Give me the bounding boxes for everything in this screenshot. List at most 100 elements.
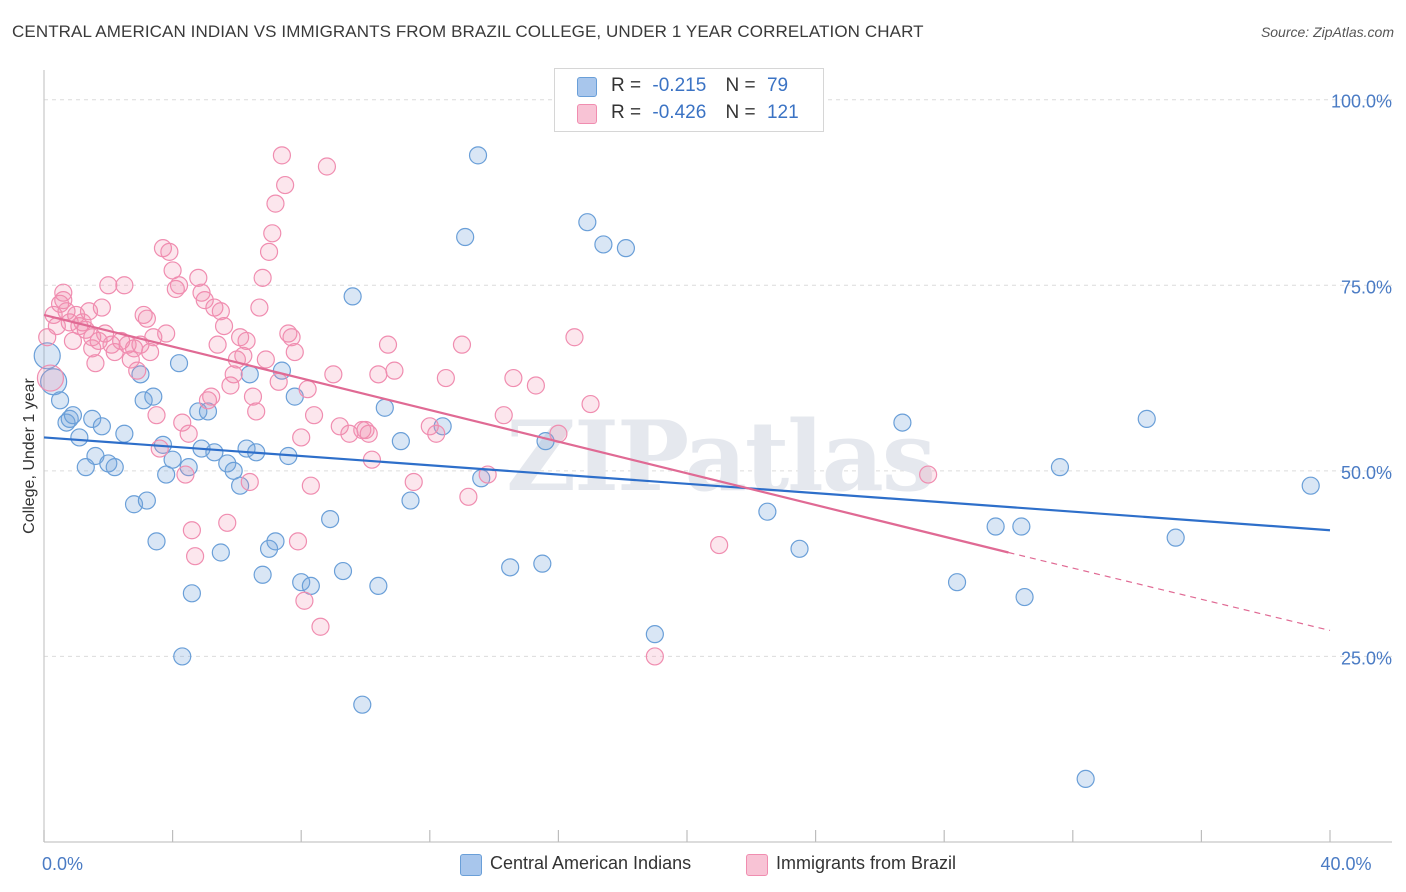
point-central-american-indians — [1166, 528, 1185, 547]
legend-swatch-blue — [460, 854, 482, 876]
point-central-american-indians — [986, 517, 1005, 536]
point-central-american-indians — [144, 387, 163, 406]
point-immigrants-from-brazil — [317, 157, 337, 176]
trend-line-blue — [43, 436, 1331, 532]
point-immigrants-from-brazil — [99, 276, 118, 295]
point-immigrants-from-brazil — [427, 424, 446, 443]
point-immigrants-from-brazil — [186, 547, 205, 566]
point-central-american-indians — [401, 491, 420, 510]
point-immigrants-from-brazil — [147, 406, 166, 425]
point-central-american-indians — [1015, 587, 1034, 607]
series-immigrants-from-brazil — [36, 146, 938, 666]
point-immigrants-from-brazil — [292, 428, 311, 447]
point-immigrants-from-brazil — [295, 591, 314, 610]
point-central-american-indians — [501, 558, 520, 577]
point-central-american-indians — [134, 391, 153, 410]
series-legend: Central American Indians Immigrants from… — [0, 852, 1406, 878]
point-immigrants-from-brazil — [240, 472, 259, 492]
point-immigrants-from-brazil — [237, 331, 256, 351]
trend-line-pink — [43, 313, 1009, 554]
stats-legend: R = -0.215 N = 79 R = -0.426 N = 121 — [554, 68, 824, 132]
trend-lines — [43, 313, 1331, 632]
point-central-american-indians — [253, 565, 272, 584]
point-immigrants-from-brazil — [272, 146, 292, 165]
point-central-american-indians — [169, 354, 189, 373]
r-label: R = — [611, 102, 642, 123]
point-immigrants-from-brazil — [526, 376, 545, 395]
x-ticks: 0.0% 40.0% — [42, 830, 1372, 874]
point-central-american-indians — [893, 413, 912, 432]
r-label: R = — [611, 75, 642, 96]
point-immigrants-from-brazil — [304, 406, 324, 425]
point-immigrants-from-brazil — [128, 361, 147, 380]
point-immigrants-from-brazil — [565, 328, 584, 347]
point-immigrants-from-brazil — [36, 364, 65, 392]
point-immigrants-from-brazil — [137, 309, 156, 328]
point-immigrants-from-brazil — [140, 342, 160, 362]
point-central-american-indians — [137, 491, 156, 510]
point-immigrants-from-brazil — [259, 242, 279, 261]
y-tick-labels: 25.0% 50.0% 75.0% 100.0% — [1331, 92, 1392, 669]
point-central-american-indians — [259, 539, 279, 558]
point-immigrants-from-brazil — [378, 335, 398, 354]
point-immigrants-from-brazil — [504, 368, 523, 388]
point-central-american-indians — [343, 287, 362, 306]
point-immigrants-from-brazil — [173, 413, 192, 432]
point-immigrants-from-brazil — [420, 417, 439, 436]
point-central-american-indians — [182, 584, 201, 603]
point-central-american-indians — [173, 647, 192, 666]
point-central-american-indians — [353, 695, 372, 714]
y-tick-label: 50.0% — [1341, 463, 1392, 483]
legend-swatch-blue — [577, 77, 597, 97]
point-immigrants-from-brazil — [385, 361, 404, 380]
point-immigrants-from-brazil — [919, 465, 938, 484]
gridlines — [44, 99, 1392, 657]
point-immigrants-from-brazil — [224, 365, 243, 384]
point-immigrants-from-brazil — [160, 242, 179, 261]
point-immigrants-from-brazil — [311, 617, 330, 636]
y-tick-label: 25.0% — [1341, 648, 1392, 668]
point-immigrants-from-brazil — [298, 380, 317, 399]
point-immigrants-from-brazil — [253, 268, 272, 287]
y-tick-label: 75.0% — [1341, 277, 1392, 297]
point-central-american-indians — [947, 573, 967, 592]
point-immigrants-from-brazil — [282, 328, 301, 347]
point-central-american-indians — [240, 365, 259, 384]
r-value: -0.215 — [652, 75, 707, 96]
point-immigrants-from-brazil — [189, 268, 208, 287]
point-immigrants-from-brazil — [494, 406, 513, 425]
point-central-american-indians — [50, 391, 70, 410]
point-central-american-indians — [1050, 458, 1070, 477]
point-immigrants-from-brazil — [301, 476, 320, 495]
point-immigrants-from-brazil — [182, 521, 201, 540]
point-immigrants-from-brazil — [157, 324, 176, 343]
point-central-american-indians — [92, 417, 111, 436]
point-immigrants-from-brazil — [208, 335, 227, 354]
source-label: Source: ZipAtlas.com — [1260, 24, 1394, 40]
point-immigrants-from-brazil — [86, 354, 105, 373]
point-immigrants-from-brazil — [169, 276, 189, 295]
point-central-american-indians — [1076, 769, 1095, 789]
point-immigrants-from-brazil — [243, 387, 263, 406]
r-value: -0.426 — [652, 102, 707, 123]
point-immigrants-from-brazil — [359, 424, 378, 443]
point-central-american-indians — [63, 406, 83, 425]
point-central-american-indians — [433, 417, 452, 436]
point-immigrants-from-brazil — [436, 368, 455, 388]
watermark: ZIPatlas — [506, 400, 934, 513]
point-immigrants-from-brazil — [92, 298, 111, 317]
point-immigrants-from-brazil — [54, 291, 73, 310]
point-central-american-indians — [391, 432, 410, 451]
point-immigrants-from-brazil — [179, 424, 198, 443]
point-immigrants-from-brazil — [276, 175, 295, 195]
point-central-american-indians — [218, 454, 237, 473]
n-value: 121 — [766, 102, 799, 123]
point-central-american-indians — [758, 502, 777, 521]
point-central-american-indians — [369, 576, 388, 596]
point-immigrants-from-brazil — [256, 350, 275, 369]
point-immigrants-from-brazil — [288, 532, 308, 551]
point-immigrants-from-brazil — [404, 472, 423, 492]
point-central-american-indians — [333, 561, 353, 581]
point-immigrants-from-brazil — [266, 194, 285, 213]
point-immigrants-from-brazil — [581, 394, 600, 414]
